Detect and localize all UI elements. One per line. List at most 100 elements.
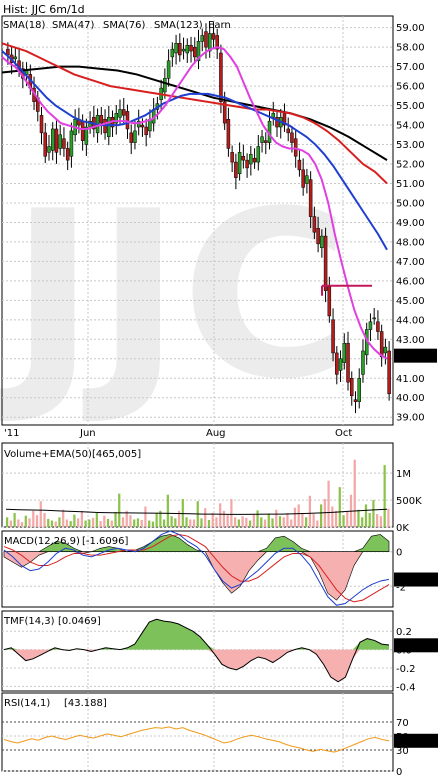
- volume-bar: [39, 501, 42, 527]
- candle-body: [264, 140, 268, 143]
- volume-bar: [200, 518, 203, 527]
- price-legend-item: SMA(18): [3, 20, 45, 31]
- candle-body: [376, 321, 380, 332]
- rsi-legend-label: RSI(14,1): [4, 698, 50, 709]
- candle-body: [342, 342, 347, 363]
- panel-frame-macd: [1, 530, 394, 608]
- volume-bar: [237, 519, 240, 527]
- volume-bar: [312, 514, 315, 527]
- tmf-area-negative: [4, 649, 389, 682]
- candle-body: [335, 352, 339, 375]
- candle-body: [84, 126, 89, 145]
- volume-bar: [256, 510, 259, 527]
- candle-body: [39, 115, 44, 134]
- volume-bar: [28, 518, 31, 527]
- volume-bar: [346, 511, 349, 527]
- volume-bar: [379, 516, 383, 527]
- volume-bar: [230, 499, 233, 527]
- volume-bar: [103, 515, 106, 527]
- price-y-tick-label: 40.00: [396, 393, 425, 404]
- candle-body: [129, 132, 133, 143]
- volume-bar: [140, 520, 143, 527]
- volume-bar: [65, 519, 69, 527]
- macd-last-value-box: [394, 572, 438, 587]
- volume-bar: [278, 516, 282, 527]
- candle-body: [99, 115, 104, 124]
- macd-histogram-negative: [3, 551, 389, 601]
- volume-bar: [166, 494, 169, 527]
- volume-bar: [73, 514, 76, 527]
- candle-body: [286, 128, 290, 134]
- volume-bar: [88, 519, 91, 527]
- candle-body: [207, 33, 212, 52]
- candle-body: [252, 157, 257, 163]
- volume-bar: [144, 506, 147, 527]
- candle-body: [181, 48, 186, 52]
- volume-bar: [125, 510, 128, 527]
- candle-body: [316, 228, 320, 245]
- rsi-y-tick-label: 30: [396, 746, 409, 757]
- volume-bar: [316, 520, 319, 527]
- volume-bar: [177, 510, 181, 527]
- chart-text: Hist: JJC 6m/1d 39.00 40.00 41.00 42.00 43.0…: [3, 3, 435, 775]
- candle-body: [387, 350, 391, 395]
- volume-bar: [319, 504, 323, 527]
- volume-bar: [69, 521, 72, 527]
- candle-body: [275, 117, 279, 128]
- price-legend-item: Earn: [208, 20, 231, 31]
- volume-bar: [110, 520, 113, 527]
- volume-bar: [99, 521, 102, 527]
- candle-body: [331, 319, 335, 354]
- volume-bar: [361, 517, 364, 527]
- candle-body: [118, 109, 122, 118]
- price-y-tick-label: 47.00: [396, 257, 425, 268]
- volume-bar: [241, 516, 244, 527]
- candle-body: [65, 148, 70, 161]
- volume-bar: [192, 519, 196, 527]
- macd-last-value: -1.6096: [396, 576, 435, 587]
- x-tick-label: '11: [4, 428, 19, 439]
- price-y-tick-label: 58.00: [396, 43, 425, 54]
- macd-line: [3, 530, 390, 606]
- volume-bar: [387, 508, 390, 527]
- candle-body: [114, 113, 119, 124]
- price-y-tick-label: 55.00: [396, 101, 425, 112]
- volume-bar: [58, 517, 61, 527]
- candle-body: [383, 346, 388, 354]
- candle-body: [58, 134, 62, 149]
- volume-bar: [308, 495, 312, 527]
- price-y-tick-label: 41.00: [396, 374, 425, 385]
- volume-y-tick-label: 1M: [396, 469, 411, 480]
- volume-bar: [368, 513, 371, 527]
- volume-y-tick-label: 500K: [396, 496, 422, 507]
- candle-body: [193, 46, 197, 58]
- volume-bar: [338, 487, 341, 527]
- candle-body: [133, 130, 137, 143]
- candle-body: [379, 331, 384, 358]
- rsi-y-tick-label: 70: [396, 718, 409, 729]
- price-legend-item: SMA(123): [154, 20, 203, 31]
- candle-body: [249, 154, 253, 165]
- price-last-value: 42.16: [399, 352, 428, 363]
- volume-bar: [174, 518, 177, 527]
- candle-body: [353, 399, 358, 402]
- volume-bar: [215, 517, 218, 527]
- volume-bar: [133, 519, 136, 527]
- price-y-tick-label: 42.00: [396, 354, 425, 365]
- price-y-tick-label: 39.00: [396, 413, 425, 424]
- candle-body: [260, 136, 264, 143]
- volume-bar: [219, 503, 222, 527]
- candle-body: [230, 152, 234, 163]
- candle-body: [200, 35, 204, 42]
- volume-bar: [13, 513, 16, 527]
- candle-body: [50, 128, 55, 151]
- volume-bar: [95, 513, 98, 527]
- candle-body: [47, 146, 51, 153]
- volume-bar: [245, 517, 248, 527]
- watermark-text: JJC: [0, 163, 350, 430]
- volume-bar: [43, 513, 46, 527]
- volume-bar: [234, 517, 237, 527]
- volume-bar: [376, 514, 379, 527]
- candle-body: [312, 216, 317, 233]
- price-y-tick-label: 53.00: [396, 140, 425, 151]
